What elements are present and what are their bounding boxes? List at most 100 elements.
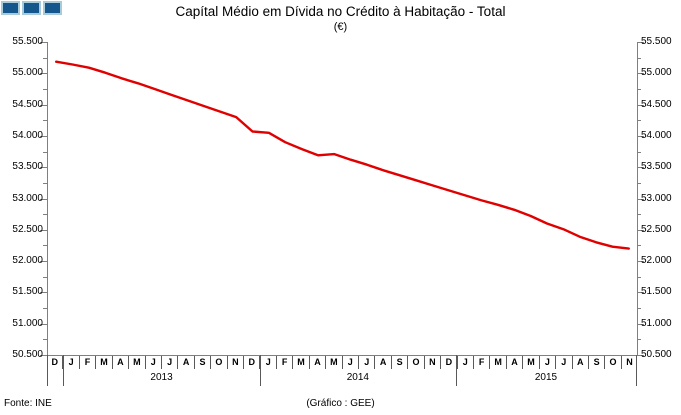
y-axis-label-left: 52.500 <box>12 223 43 235</box>
y-axis-label-left: 54.500 <box>12 98 43 110</box>
gee-logo <box>1 1 62 15</box>
y-axis-label-right: 53.000 <box>641 192 672 204</box>
month-tick-label: A <box>177 356 193 369</box>
y-axis-label-left: 53.500 <box>12 161 43 173</box>
y-axis-label-left: 55.000 <box>12 67 43 79</box>
month-tick-label: J <box>62 356 78 369</box>
y-minor-tick <box>637 339 641 341</box>
year-label: 2013 <box>150 372 173 383</box>
y-major-tick <box>40 167 47 169</box>
month-tick-label: S <box>193 356 210 369</box>
month-tick-label: A <box>308 356 325 369</box>
month-tick-label: A <box>111 356 128 369</box>
plot-area <box>47 42 638 356</box>
y-minor-tick <box>43 88 47 90</box>
y-minor-tick <box>637 88 641 90</box>
y-axis-label-left: 50.500 <box>12 349 43 360</box>
y-minor-tick <box>43 276 47 278</box>
year-label: 2014 <box>346 372 369 383</box>
y-minor-tick <box>637 308 641 310</box>
y-major-tick <box>637 355 644 356</box>
month-tick-label: J <box>555 356 571 369</box>
month-tick-label: S <box>587 356 604 369</box>
y-minor-tick <box>637 276 641 278</box>
y-axis-label-left: 51.000 <box>12 317 43 329</box>
y-major-tick <box>637 229 644 231</box>
chart-title: Capítal Médio em Dívida no Crédito à Hab… <box>175 4 506 19</box>
month-tick-label: N <box>423 356 440 369</box>
y-axis-label-left: 54.000 <box>12 129 43 141</box>
month-tick-label: J <box>538 356 555 369</box>
y-major-tick <box>637 104 644 106</box>
year-divider-line <box>63 355 65 386</box>
month-tick-label: A <box>505 356 522 369</box>
y-major-tick <box>40 135 47 137</box>
logo-square-icon <box>1 1 20 15</box>
y-minor-tick <box>43 339 47 341</box>
y-major-tick <box>40 323 47 325</box>
y-minor-tick <box>43 245 47 247</box>
month-tick-label: N <box>226 356 243 369</box>
y-minor-tick <box>637 182 641 184</box>
y-minor-tick <box>637 245 641 247</box>
month-tick-label: J <box>456 356 473 369</box>
y-major-tick <box>40 104 47 106</box>
y-minor-tick <box>43 120 47 122</box>
y-major-tick <box>40 355 47 356</box>
y-major-tick <box>637 261 644 263</box>
y-axis-label-right: 52.000 <box>641 255 672 267</box>
line-chart-svg <box>54 60 630 250</box>
y-major-tick <box>40 73 47 75</box>
y-minor-tick <box>43 151 47 153</box>
y-major-tick <box>637 135 644 137</box>
month-tick-label: D <box>51 357 58 367</box>
y-axis-label-right: 51.000 <box>641 317 672 329</box>
year-divider-line <box>47 355 48 386</box>
y-axis-label-right: 51.500 <box>641 286 672 298</box>
y-minor-tick <box>637 120 641 122</box>
y-axis-label-right: 50.500 <box>641 349 672 360</box>
month-tick-label: M <box>325 356 341 369</box>
y-minor-tick <box>637 151 641 153</box>
month-tick-label: M <box>522 356 538 369</box>
month-tick-label: J <box>358 356 374 369</box>
y-major-tick <box>637 323 644 325</box>
y-axis-label-left: 55.500 <box>12 36 43 47</box>
data-series-line <box>54 60 630 250</box>
y-axis-label-left: 53.000 <box>12 192 43 204</box>
y-major-tick <box>40 229 47 231</box>
year-divider-line <box>259 355 261 386</box>
y-minor-tick <box>43 57 47 59</box>
y-axis-label-right: 54.500 <box>641 98 672 110</box>
month-tick-label: A <box>374 356 390 369</box>
y-major-tick <box>637 167 644 169</box>
y-axis-label-left: 51.500 <box>12 286 43 298</box>
y-axis-label-right: 54.000 <box>641 129 672 141</box>
y-major-tick <box>637 73 644 75</box>
month-tick-label: D <box>243 356 259 369</box>
month-tick-label: O <box>604 356 620 369</box>
month-tick-label: M <box>489 356 505 369</box>
y-major-tick <box>40 261 47 263</box>
y-major-tick <box>637 42 644 43</box>
y-major-tick <box>40 42 47 43</box>
y-axis-label-right: 55.000 <box>641 67 672 79</box>
month-tick-label: M <box>95 356 111 369</box>
month-tick-label: S <box>390 356 407 369</box>
y-minor-tick <box>43 182 47 184</box>
month-tick-label: J <box>259 356 275 369</box>
y-axis-label-left: 52.000 <box>12 255 43 267</box>
y-axis-label-right: 55.500 <box>641 36 672 47</box>
y-major-tick <box>40 292 47 294</box>
y-major-tick <box>637 198 644 200</box>
month-tick-label: F <box>472 356 489 369</box>
month-tick-label: F <box>78 356 95 369</box>
y-axis-label-right: 52.500 <box>641 223 672 235</box>
month-tick-label: N <box>620 356 637 369</box>
y-minor-tick <box>637 57 641 59</box>
month-tick-label: A <box>571 356 588 369</box>
chart-subtitle: (€) <box>333 21 348 33</box>
year-label: 2015 <box>534 372 558 383</box>
